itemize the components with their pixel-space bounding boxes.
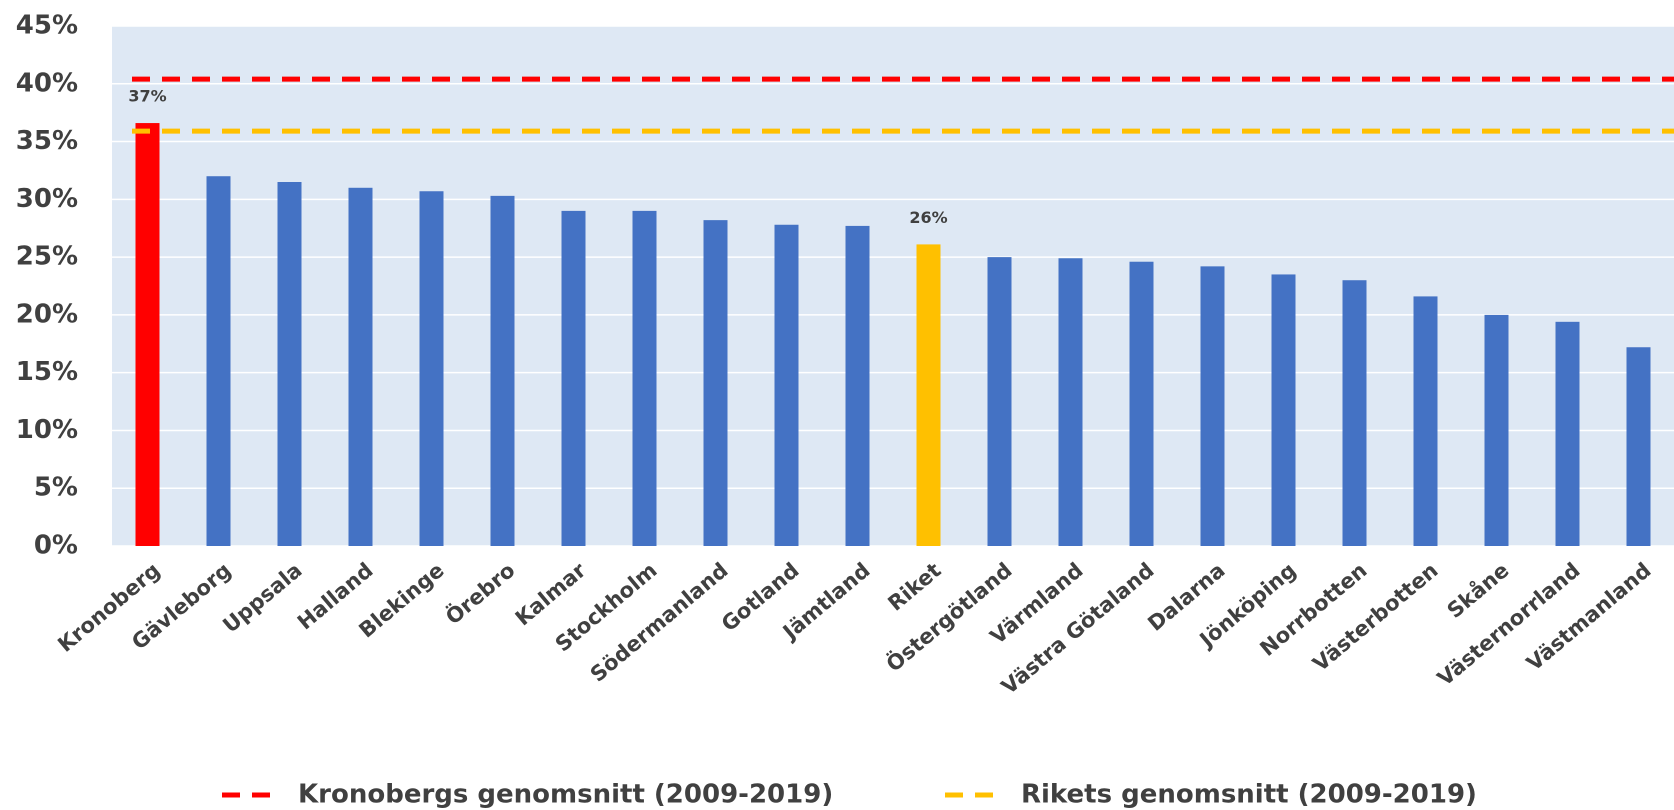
bar: [1413, 296, 1438, 546]
bar: [987, 257, 1012, 546]
legend-label: Kronobergs genomsnitt (2009-2019): [298, 780, 833, 810]
bar: [774, 224, 799, 546]
bar: [916, 244, 941, 546]
x-tick-label: Riket: [883, 558, 945, 616]
x-tick-label: Västmanland: [1522, 558, 1656, 675]
y-tick-label: 20%: [16, 299, 78, 329]
y-tick-label: 15%: [16, 357, 78, 387]
value-label: 37%: [128, 87, 166, 106]
y-tick-label: 5%: [34, 473, 78, 503]
bar: [348, 187, 373, 546]
bar: [1271, 274, 1296, 546]
bar: [1058, 258, 1083, 546]
x-tick-label: Västerbotten: [1308, 558, 1442, 676]
bar: [703, 220, 728, 546]
y-tick-label: 25%: [16, 242, 78, 272]
y-tick-label: 40%: [16, 68, 78, 98]
y-tick-label: 35%: [16, 126, 78, 156]
bar: [1129, 261, 1154, 546]
bar: [1555, 321, 1580, 546]
bar: [845, 225, 870, 546]
x-tick-label: Örebro: [440, 557, 519, 629]
bar: [206, 176, 231, 546]
bar: [561, 210, 586, 546]
legend-label: Rikets genomsnitt (2009-2019): [1021, 780, 1477, 810]
bar: [1626, 347, 1651, 546]
bar: [1484, 314, 1509, 546]
bar: [1342, 280, 1367, 546]
y-tick-label: 45%: [16, 11, 78, 41]
bar: [490, 195, 515, 546]
y-tick-label: 10%: [16, 415, 78, 445]
bar: [1200, 266, 1225, 546]
x-tick-label: Östergötland: [881, 557, 1016, 676]
value-label: 26%: [909, 208, 947, 227]
y-tick-label: 0%: [34, 531, 78, 561]
bar: [419, 191, 444, 546]
x-tick-label: Uppsala: [218, 558, 306, 638]
plot-area: [112, 26, 1674, 546]
y-tick-label: 30%: [16, 184, 78, 214]
bar: [632, 210, 657, 546]
bar: [135, 123, 160, 547]
bar: [277, 182, 302, 546]
